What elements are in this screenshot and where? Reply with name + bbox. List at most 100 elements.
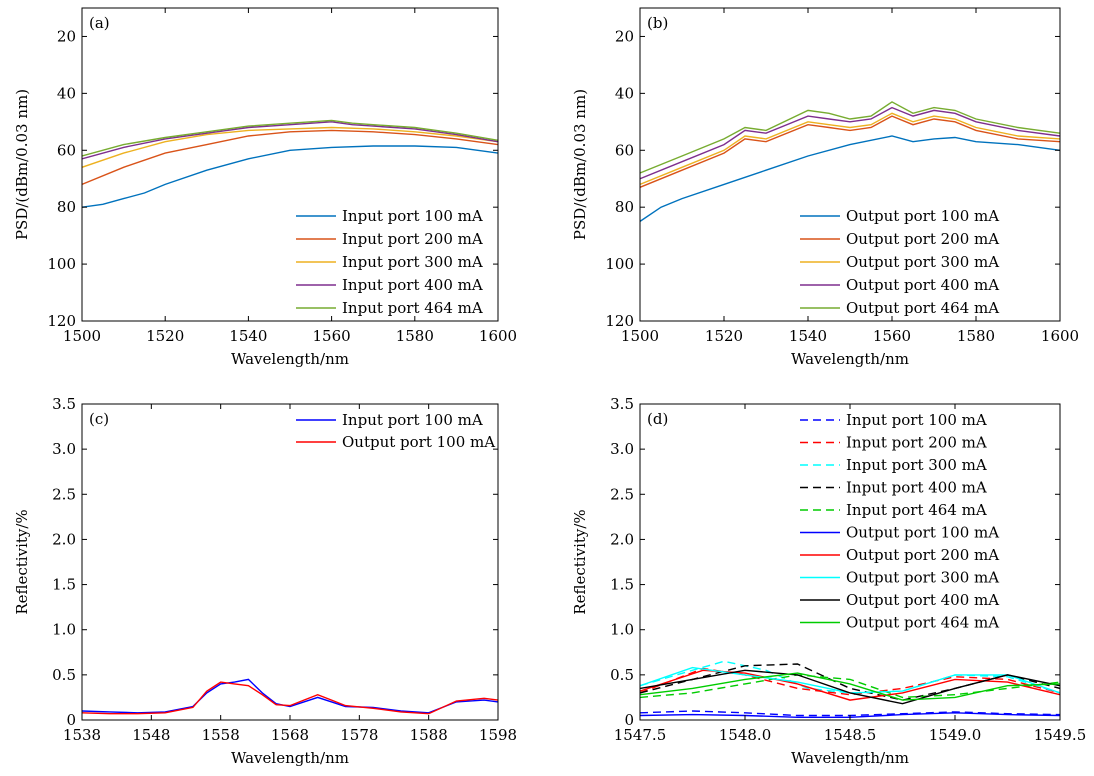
x-tick-label: 1520 <box>146 327 184 345</box>
legend-label: Output port 300 mA <box>846 253 999 271</box>
legend-label: Input port 100 mA <box>342 207 483 225</box>
legend-label: Input port 464 mA <box>342 299 483 317</box>
y-tick-label: 120 <box>47 312 76 330</box>
y-tick-label: 2.0 <box>52 530 76 548</box>
y-tick-label: 3.5 <box>52 395 76 413</box>
plot-area-c <box>82 678 498 715</box>
panel-label: (b) <box>647 14 668 32</box>
x-axis-label: Wavelength/nm <box>231 350 349 368</box>
y-tick-label: 3.5 <box>610 395 634 413</box>
plot-area-a <box>82 119 498 208</box>
x-tick-label: 1540 <box>789 327 827 345</box>
y-tick-label: 1.5 <box>610 576 634 594</box>
series-line-3 <box>640 660 1060 694</box>
legend-label: Output port 200 mA <box>846 546 999 564</box>
legend-label: Output port 100 mA <box>342 433 495 451</box>
legend-label: Output port 464 mA <box>846 614 999 632</box>
series-line-2 <box>82 681 498 715</box>
x-tick-label: 1558 <box>202 726 240 744</box>
y-tick-label: 60 <box>615 141 634 159</box>
x-tick-label: 1580 <box>957 327 995 345</box>
panel-label: (a) <box>89 14 110 32</box>
legend-label: Input port 400 mA <box>342 276 483 294</box>
panel-label: (d) <box>647 410 668 428</box>
x-tick-label: 1540 <box>229 327 267 345</box>
y-tick-label: 2.0 <box>610 530 634 548</box>
series-line-3 <box>640 112 1060 186</box>
legend-label: Output port 464 mA <box>846 299 999 317</box>
x-axis-label: Wavelength/nm <box>231 749 349 767</box>
y-tick-label: 80 <box>57 198 76 216</box>
x-tick-label: 1560 <box>873 327 911 345</box>
x-tick-label: 1548.5 <box>824 726 877 744</box>
series-line-9 <box>640 669 1060 705</box>
panel-c: 1538 1548 1558 1568 1578 1588 1598 0 0.5 1.0 1.5 2.… <box>13 395 517 767</box>
x-tick-label: 1538 <box>63 726 101 744</box>
x-axis-label: Wavelength/nm <box>791 350 909 368</box>
y-tick-label: 0.5 <box>610 666 634 684</box>
series-line-4 <box>640 663 1060 701</box>
y-tick-label: 2.5 <box>52 485 76 503</box>
y-tick-label: 80 <box>615 198 634 216</box>
series-line-10 <box>640 672 1060 701</box>
y-tick-label: 2.5 <box>610 485 634 503</box>
x-tick-label: 1560 <box>313 327 351 345</box>
x-tick-label: 1598 <box>479 726 517 744</box>
series-line-1 <box>82 678 498 714</box>
panel-a: 1500 1520 1540 1560 1580 1600 20 40 60 80 100 120 Wa… <box>13 7 517 368</box>
x-tick-label: 1568 <box>271 726 309 744</box>
y-axis-label: PSD/(dBm/0.03 nm) <box>13 89 31 240</box>
y-tick-label: 40 <box>615 84 634 102</box>
y-tick-label: 120 <box>605 312 634 330</box>
legend-label: Output port 400 mA <box>846 591 999 609</box>
series-line-1 <box>640 135 1060 222</box>
x-tick-label: 1548.0 <box>719 726 772 744</box>
legend: Input port 100 mA Output port 100 mA <box>296 411 495 451</box>
legend-label: Input port 200 mA <box>342 230 483 248</box>
y-tick-label: 0 <box>66 711 76 729</box>
legend-label: Input port 300 mA <box>846 456 987 474</box>
panel-b: 1500 1520 1540 1560 1580 1600 20 40 60 80 100 120 Wa… <box>571 7 1079 368</box>
legend-label: Output port 100 mA <box>846 207 999 225</box>
x-tick-label: 1578 <box>340 726 378 744</box>
series-line-1 <box>82 145 498 208</box>
y-tick-label: 0.5 <box>52 666 76 684</box>
axes-frame <box>639 7 1061 322</box>
legend-label: Output port 200 mA <box>846 230 999 248</box>
x-tick-label: 1580 <box>396 327 434 345</box>
legend-label: Output port 100 mA <box>846 524 999 542</box>
x-tick-label: 1547.5 <box>614 726 667 744</box>
x-tick-label: 1588 <box>410 726 448 744</box>
y-tick-label: 100 <box>47 255 76 273</box>
x-tick-label: 1500 <box>621 327 659 345</box>
axes-frame <box>81 7 499 322</box>
y-tick-label: 60 <box>57 141 76 159</box>
y-axis-label: Reflectivity/% <box>571 509 589 614</box>
series-line-5 <box>640 674 1060 699</box>
series-line-5 <box>640 101 1060 174</box>
x-tick-label: 1549.5 <box>1034 726 1087 744</box>
x-tick-label: 1549.0 <box>929 726 982 744</box>
series-line-5 <box>82 119 498 157</box>
panel-label: (c) <box>89 410 109 428</box>
series-line-8 <box>640 666 1060 694</box>
legend: Input port 100 mA Input port 200 mA Input … <box>296 207 483 317</box>
series-line-2 <box>82 129 498 186</box>
y-tick-label: 1.0 <box>610 621 634 639</box>
y-tick-label: 3.0 <box>52 440 76 458</box>
legend-label: Input port 100 mA <box>342 411 483 429</box>
legend: Output port 100 mA Output port 200 mA Outp… <box>800 207 999 317</box>
plot-area-d <box>640 660 1060 718</box>
legend-label: Input port 100 mA <box>846 411 987 429</box>
y-tick-label: 100 <box>605 255 634 273</box>
y-tick-label: 20 <box>57 27 76 45</box>
legend: Input port 100 mA Input port 200 mA Input … <box>800 411 999 632</box>
y-tick-label: 1.5 <box>52 576 76 594</box>
series-line-3 <box>82 126 498 168</box>
panel-d: 1547.5 1548.0 1548.5 1549.0 1549.5 0 0.5 1.0 1.5… <box>571 395 1086 767</box>
plot-area-b <box>640 101 1060 222</box>
y-tick-label: 20 <box>615 27 634 45</box>
y-tick-label: 0 <box>624 711 634 729</box>
legend-label: Output port 400 mA <box>846 276 999 294</box>
y-axis-label: Reflectivity/% <box>13 509 31 614</box>
